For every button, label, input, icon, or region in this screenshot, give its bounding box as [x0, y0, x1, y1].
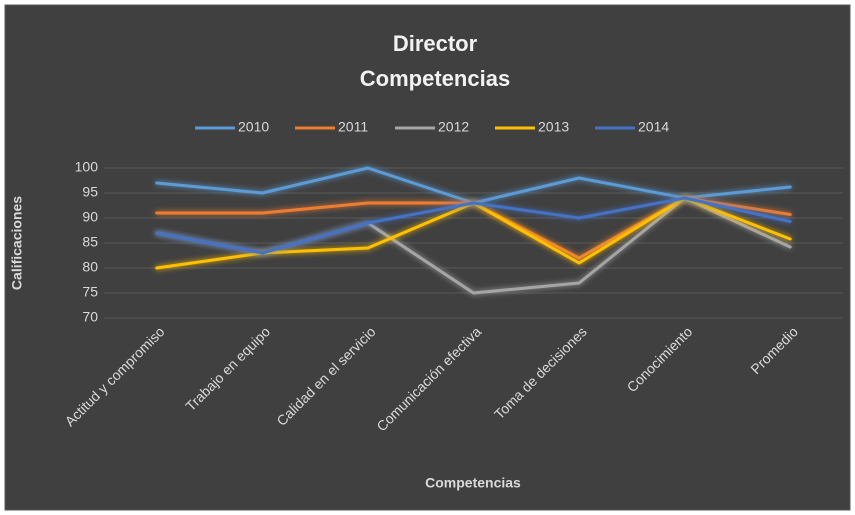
- legend-label: 2012: [438, 119, 469, 135]
- chart-subtitle: Competencias: [360, 66, 510, 91]
- y-tick-label: 100: [75, 159, 99, 175]
- legend-label: 2014: [638, 119, 669, 135]
- legend-label: 2013: [538, 119, 569, 135]
- y-axis-label: Calificaciones: [9, 196, 25, 290]
- y-tick-label: 75: [82, 284, 98, 300]
- y-tick-label: 95: [82, 184, 98, 200]
- x-axis-label: Competencias: [425, 475, 521, 491]
- legend-label: 2011: [338, 119, 368, 135]
- series-line: [155, 196, 792, 255]
- chart-area: [4, 4, 851, 511]
- y-tick-label: 90: [82, 209, 98, 225]
- y-tick-label: 70: [82, 309, 98, 325]
- y-tick-label: 80: [82, 259, 98, 275]
- chart-title: Director: [393, 31, 478, 56]
- y-tick-label: 85: [82, 234, 98, 250]
- legend-label: 2010: [238, 119, 269, 135]
